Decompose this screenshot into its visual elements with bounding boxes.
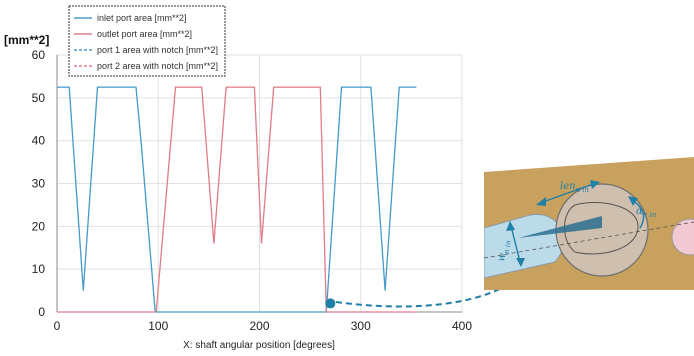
y-tick-label: 10 [32, 262, 46, 276]
w-arrow-bottom [516, 258, 525, 267]
legend-label: outlet port area [mm**2] [97, 29, 192, 39]
w-arrow-top [506, 221, 515, 231]
x-tick-label: 200 [249, 319, 269, 333]
connector-dashed-arrow [335, 261, 536, 308]
x-tick-label: 0 [54, 319, 61, 333]
chart-plot-area: 0 10 20 30 40 50 60 0 100 200 300 400 [32, 48, 473, 333]
y-tick-label: 30 [32, 177, 46, 191]
len-dimension-line [539, 182, 597, 204]
x-tick-label: 400 [452, 319, 472, 333]
len-label: lenn in [560, 181, 590, 194]
annotation-markers [325, 298, 336, 309]
position-marker [325, 298, 336, 309]
y-tick-label: 50 [32, 91, 46, 105]
x-tick-labels: 0 100 200 300 400 [54, 319, 473, 333]
legend-label: inlet port area [mm**2] [97, 13, 187, 23]
series-line-3 [57, 86, 417, 313]
y-tick-label: 20 [32, 219, 46, 233]
alpha-label: αn in [636, 206, 657, 219]
y-tick-label: 0 [38, 305, 45, 319]
center-dashed-line [484, 221, 694, 259]
alpha-arrow [628, 196, 638, 206]
y-tick-label: 60 [32, 48, 46, 62]
y-tick-label: 40 [32, 134, 46, 148]
legend-label: port 1 area with notch [mm**2] [97, 45, 218, 55]
x-tick-label: 300 [351, 319, 371, 333]
outlet-port-shape [671, 218, 694, 256]
y-axis-unit-label: [mm**2] [4, 33, 49, 47]
len-arrow-start [536, 197, 546, 206]
legend-box [68, 5, 226, 77]
w-label: wn in [496, 238, 513, 262]
len-arrow-end [590, 180, 600, 189]
x-tick-label: 100 [148, 319, 168, 333]
legend-label: port 2 area with notch [mm**2] [97, 61, 218, 71]
w-dimension-line [510, 225, 521, 263]
series-line-4 [57, 86, 417, 313]
chart-legend: inlet port area [mm**2] outlet port area … [68, 5, 226, 77]
notch-triangle [518, 216, 602, 238]
series-lines [57, 86, 417, 313]
port-notch-inset: lenn in αn in wn in [484, 157, 694, 290]
x-axis-label: X: shaft angular position [degrees] [183, 340, 335, 351]
y-tick-labels: 0 10 20 30 40 50 60 [32, 48, 46, 319]
